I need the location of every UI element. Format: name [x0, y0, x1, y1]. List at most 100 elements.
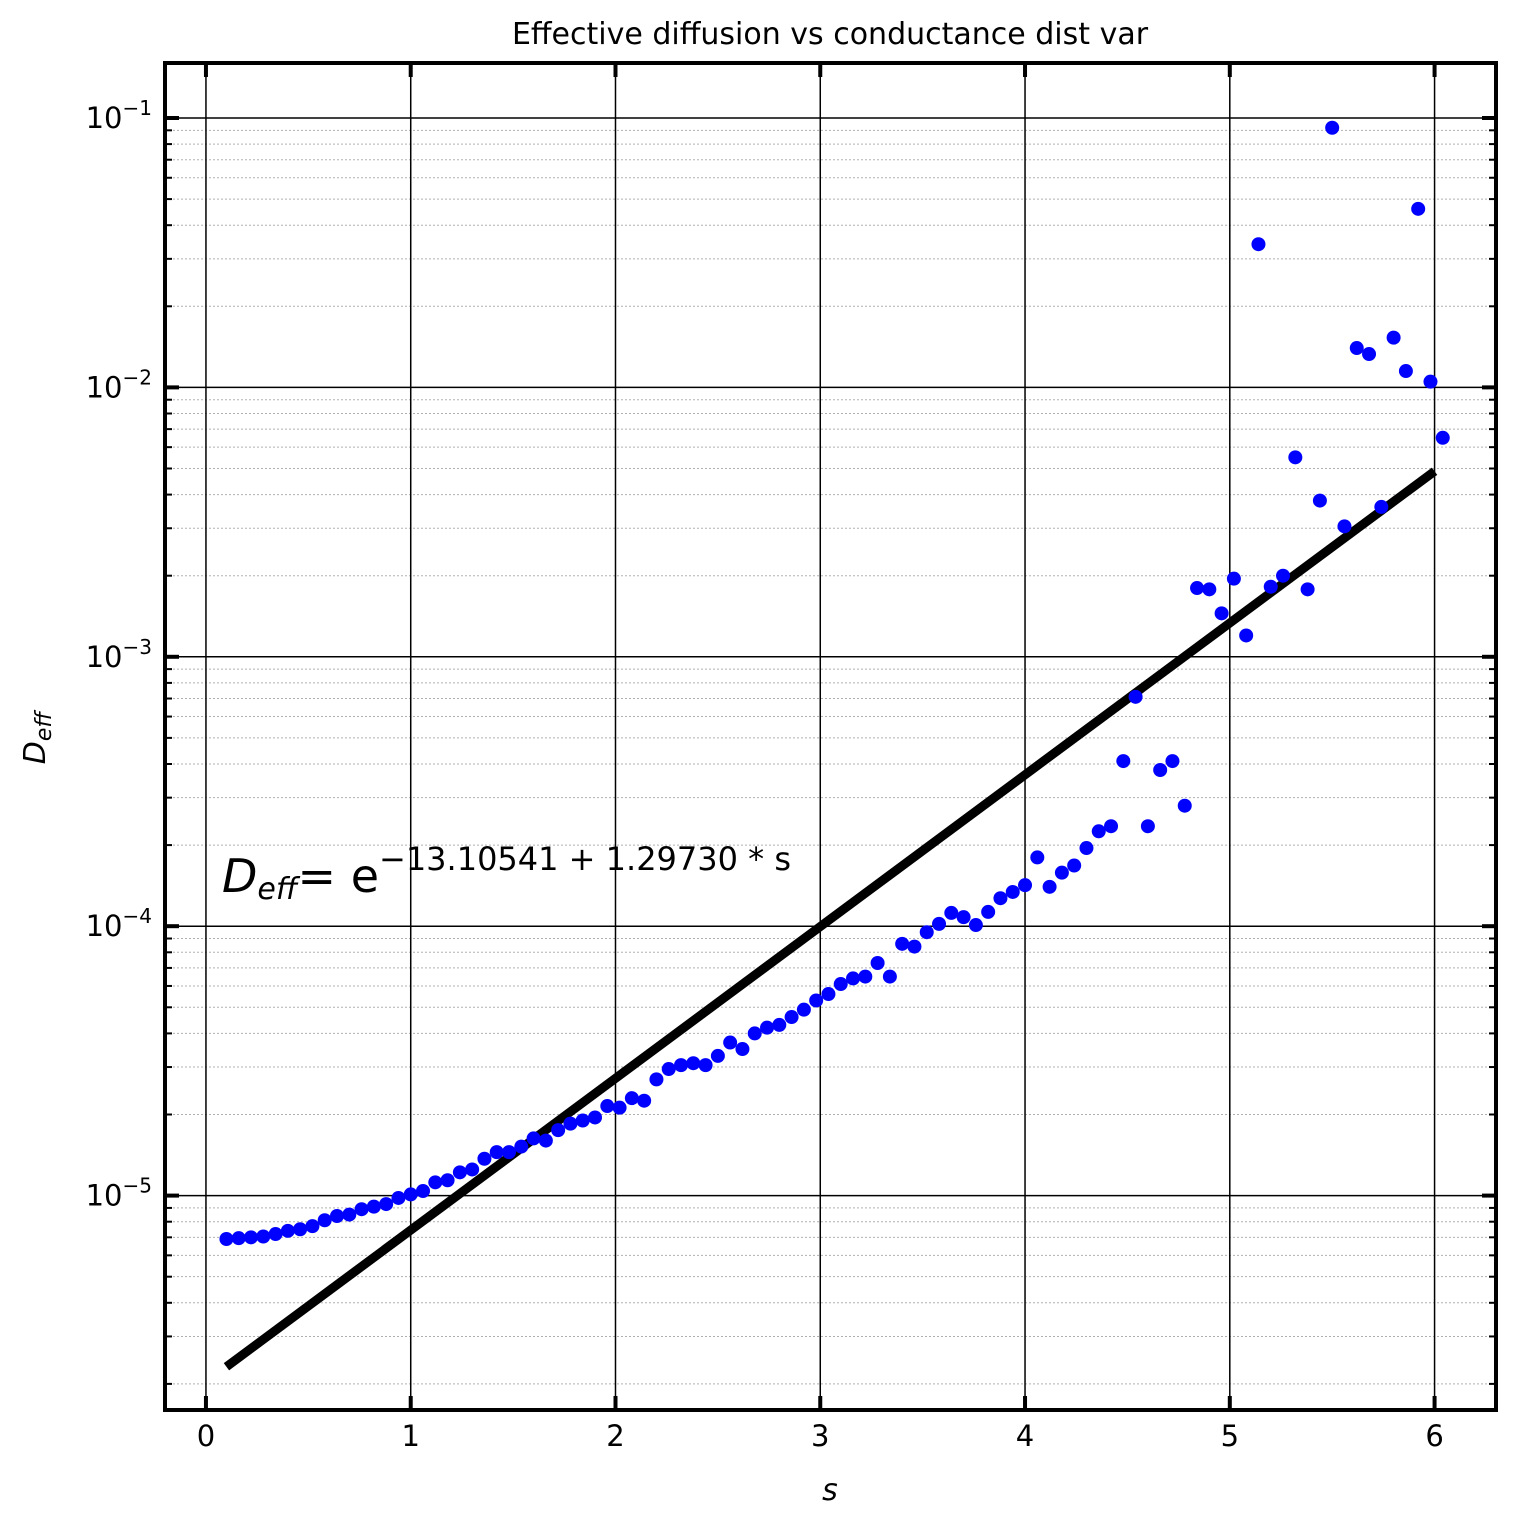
data-point [1054, 865, 1069, 880]
y-axis-label-sub: eff [32, 710, 57, 742]
data-point [379, 1197, 394, 1212]
y-axis-label: Deff [18, 710, 57, 765]
data-point [968, 918, 983, 933]
data-point [1312, 493, 1327, 508]
data-point [956, 910, 971, 925]
data-point [821, 987, 836, 1002]
data-point [452, 1165, 467, 1180]
data-point [1116, 754, 1131, 769]
data-point [1239, 628, 1254, 643]
data-point [772, 1017, 787, 1032]
data-point [1374, 499, 1389, 514]
data-point [919, 925, 934, 940]
fit-equation-sub: eff [257, 872, 300, 907]
data-point [1251, 237, 1266, 252]
data-point [600, 1099, 615, 1114]
axis-ticks [165, 63, 1496, 1410]
y-axis-label-main: D [18, 741, 53, 764]
data-point [944, 905, 959, 920]
data-point [1165, 754, 1180, 769]
data-point [465, 1162, 480, 1177]
data-point [1018, 878, 1033, 893]
data-point [1362, 347, 1377, 362]
data-point [1128, 689, 1143, 704]
data-point [882, 969, 897, 984]
data-point [1005, 884, 1020, 899]
data-point [403, 1187, 418, 1202]
data-point [538, 1133, 553, 1148]
data-point [231, 1231, 246, 1246]
y-tick-label: 10−1 [86, 96, 152, 135]
plot-frame [163, 61, 1498, 1412]
data-point [526, 1131, 541, 1146]
data-point [895, 936, 910, 951]
chart-title: Effective diffusion vs conductance dist … [512, 17, 1149, 52]
data-point [1190, 581, 1205, 596]
data-point [1091, 824, 1106, 839]
data-point [661, 1062, 676, 1077]
x-tick-label: 6 [1425, 1419, 1443, 1453]
data-point [833, 977, 848, 992]
data-point [870, 956, 885, 971]
data-point [1435, 430, 1450, 445]
major-grid [165, 63, 1496, 1410]
data-point [293, 1222, 308, 1237]
data-point [219, 1232, 234, 1247]
data-point [1300, 582, 1315, 597]
data-point [612, 1100, 627, 1115]
data-point [710, 1048, 725, 1063]
data-point [1386, 330, 1401, 345]
data-point [1042, 879, 1057, 894]
data-point [588, 1110, 603, 1125]
data-point [256, 1229, 271, 1244]
data-point [1337, 519, 1352, 534]
data-point [440, 1173, 455, 1188]
data-point [1079, 841, 1094, 856]
data-point [416, 1184, 431, 1199]
data-point [551, 1123, 566, 1138]
data-point [1349, 341, 1364, 356]
x-tick-label: 0 [197, 1419, 215, 1453]
y-tick-label: 10−2 [86, 365, 152, 404]
data-point [747, 1026, 762, 1041]
data-point [649, 1072, 664, 1087]
data-point [330, 1208, 345, 1223]
data-point [993, 891, 1008, 906]
data-point [1104, 819, 1119, 834]
data-point [907, 939, 922, 954]
y-tick-labels: 10−5 10−4 10−3 10−2 10−1 [86, 96, 152, 1213]
data-point [809, 993, 824, 1008]
data-point [760, 1020, 775, 1035]
data-point [784, 1010, 799, 1025]
data-point [477, 1151, 492, 1166]
data-point [796, 1002, 811, 1017]
data-point [244, 1230, 259, 1245]
fit-equation: Deff= e−13.10541 + 1.29730 * s [222, 840, 791, 907]
x-tick-label: 5 [1221, 1419, 1239, 1453]
data-point [1202, 582, 1217, 597]
data-point [1153, 762, 1168, 777]
data-point [1067, 858, 1082, 873]
minor-grid [165, 129, 1496, 1385]
x-tick-labels: 0 1 2 3 4 5 6 [197, 1419, 1444, 1453]
data-point [858, 969, 873, 984]
fit-line [223, 467, 1438, 1371]
data-point [268, 1227, 283, 1242]
data-point [428, 1175, 443, 1190]
data-point [391, 1190, 406, 1205]
data-point [1177, 798, 1192, 813]
data-point [502, 1145, 517, 1160]
data-point [1325, 120, 1340, 135]
data-point [305, 1219, 320, 1234]
x-tick-label: 4 [1016, 1419, 1034, 1453]
data-point [280, 1223, 295, 1238]
data-points [219, 120, 1450, 1247]
x-tick-label: 1 [401, 1419, 419, 1453]
data-point [342, 1207, 357, 1222]
data-point [489, 1145, 504, 1160]
data-point [1423, 374, 1438, 389]
data-point [637, 1093, 652, 1108]
data-point [1214, 606, 1229, 621]
data-point [698, 1058, 713, 1073]
data-point [317, 1213, 332, 1228]
